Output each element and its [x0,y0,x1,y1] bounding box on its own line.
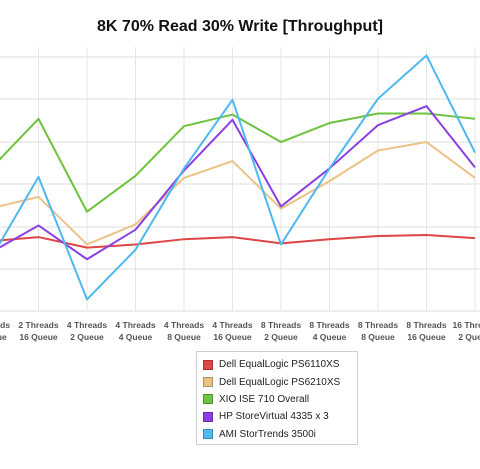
x-tick-label: 4 Threads 8 Queue [164,320,204,342]
legend-swatch [203,411,213,422]
legend-label: Dell EqualLogic PS6210XS [219,376,341,388]
x-tick-label: 8 Threads 2 Queue [261,320,301,342]
legend-item[interactable]: Dell EqualLogic PS6110XS [203,356,357,373]
legend-item[interactable]: Dell EqualLogic PS6210XS [203,373,357,390]
x-tick-label: 4 Threads 4 Queue [115,320,155,342]
series-line [0,233,476,249]
chart-title: 8K 70% Read 30% Write [Throughput] [97,18,383,35]
series-line [0,54,476,301]
x-tick-label: 8 Threads 4 Queue [309,320,349,342]
x-tick-label: 8 Threads 8 Queue [358,320,398,342]
legend-item[interactable]: XIO ISE 710 Overall [203,391,357,408]
x-tick-label: 4 Threads 2 Queue [67,320,107,342]
x-tick-label: 8 Threads 16 Queue [406,320,446,342]
series-line [0,141,476,246]
series-lines [0,54,476,301]
legend-label: AMI StorTrends 3500i [219,428,316,440]
legend-item[interactable]: AMI StorTrends 3500i [203,426,357,443]
legend-swatch [203,359,213,370]
legend-label: Dell EqualLogic PS6110XS [219,359,340,371]
legend-label: HP StoreVirtual 4335 x 3 [219,411,329,423]
legend-swatch [203,377,213,388]
series-line [0,112,476,213]
legend-swatch [203,429,213,440]
x-tick-label: 2 Threads 16 Queue [18,320,58,342]
grid-lines [0,47,480,312]
legend: Dell EqualLogic PS6110XS Dell EqualLogic… [196,351,358,445]
legend-swatch [203,394,213,405]
series-line [0,105,476,261]
legend-label: XIO ISE 710 Overall [219,393,310,405]
x-tick-label: 4 Threads 16 Queue [212,320,252,342]
legend-item[interactable]: HP StoreVirtual 4335 x 3 [203,408,357,425]
